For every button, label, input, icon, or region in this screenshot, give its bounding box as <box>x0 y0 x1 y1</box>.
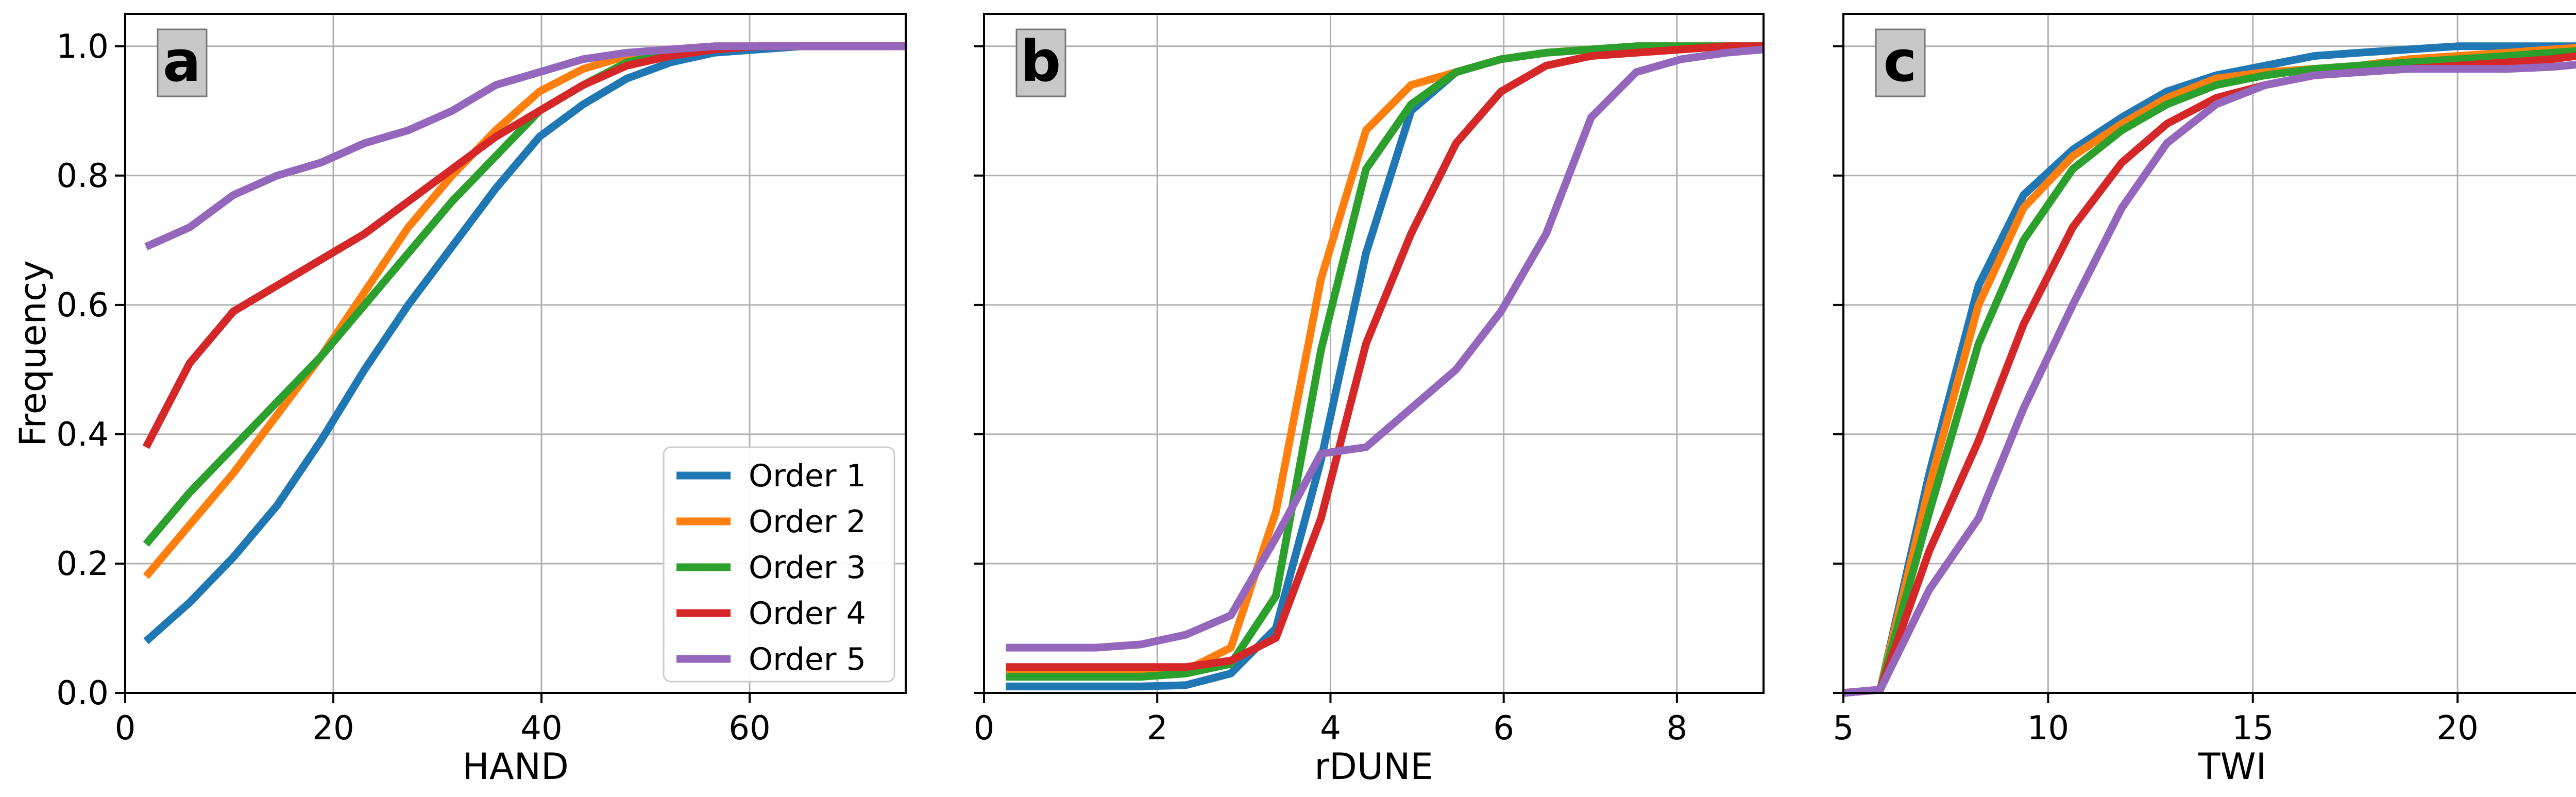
series-line-4 <box>1006 42 1764 671</box>
x-tick-label: 4 <box>1320 709 1341 748</box>
x-tick-label: 2 <box>1147 709 1168 748</box>
panel-letter-box <box>157 28 208 97</box>
x-tick-label: 6 <box>1493 709 1514 748</box>
series-line-1 <box>1843 42 2576 697</box>
axes-frame <box>983 13 1765 694</box>
x-axis-label: HAND <box>462 745 569 788</box>
x-tick-label: 0 <box>974 709 995 748</box>
series-line-5 <box>144 42 906 250</box>
legend-box <box>663 446 895 683</box>
legend: Order 1 Order 2 Order 3 Order 4 Order 5 <box>663 446 895 683</box>
x-tick-label: 5 <box>1833 709 1854 748</box>
x-axis-label: rDUNE <box>1314 745 1433 788</box>
x-tick-label: 10 <box>2027 709 2069 748</box>
series-line-5 <box>1843 61 2576 697</box>
x-tick-label: 0 <box>115 709 136 748</box>
series-line-3 <box>1006 42 1764 681</box>
x-tick-label: 8 <box>1667 709 1688 748</box>
series-line-5 <box>1006 45 1764 652</box>
y-tick-label: 0.6 <box>56 286 109 325</box>
y-tick-label: 0.8 <box>56 157 109 195</box>
x-axis-label: TWI <box>2198 745 2267 788</box>
y-tick-label: 0.4 <box>56 416 109 454</box>
panel-letter: c <box>1883 28 1917 94</box>
y-tick-label: 0.0 <box>56 674 109 713</box>
panel-b: 0 2 4 6 8 rDUNE b <box>974 13 1765 788</box>
panel-letter: b <box>1021 28 1061 94</box>
legend-label-5: Order 5 <box>749 641 866 677</box>
panel-letter-box <box>1875 28 1926 97</box>
y-tick-label: 1.0 <box>56 28 109 66</box>
legend-label-4: Order 4 <box>749 596 866 632</box>
x-tick-label: 20 <box>2436 709 2478 748</box>
panel-letter-box <box>1015 28 1066 97</box>
y-tick-label: 0.2 <box>56 545 109 583</box>
panel-letter: a <box>163 28 201 94</box>
axes-frame <box>1842 13 2576 694</box>
panel-a: 0 20 40 60 0.0 0.2 0.4 0.6 0.8 1.0 HAND Frequency a O… <box>12 13 907 788</box>
y-axis-label: Frequency <box>12 260 54 447</box>
axes-frame <box>124 13 907 694</box>
panel-c: 5 10 15 20 TWI c <box>1833 13 2576 788</box>
legend-label-3: Order 3 <box>749 550 866 586</box>
x-tick-label: 40 <box>520 709 562 748</box>
legend-label-1: Order 1 <box>749 458 866 494</box>
x-tick-label: 60 <box>728 709 770 748</box>
series-line-3 <box>1843 47 2576 697</box>
legend-label-2: Order 2 <box>749 504 866 540</box>
x-tick-label: 15 <box>2232 709 2274 748</box>
x-tick-label: 20 <box>312 709 354 748</box>
